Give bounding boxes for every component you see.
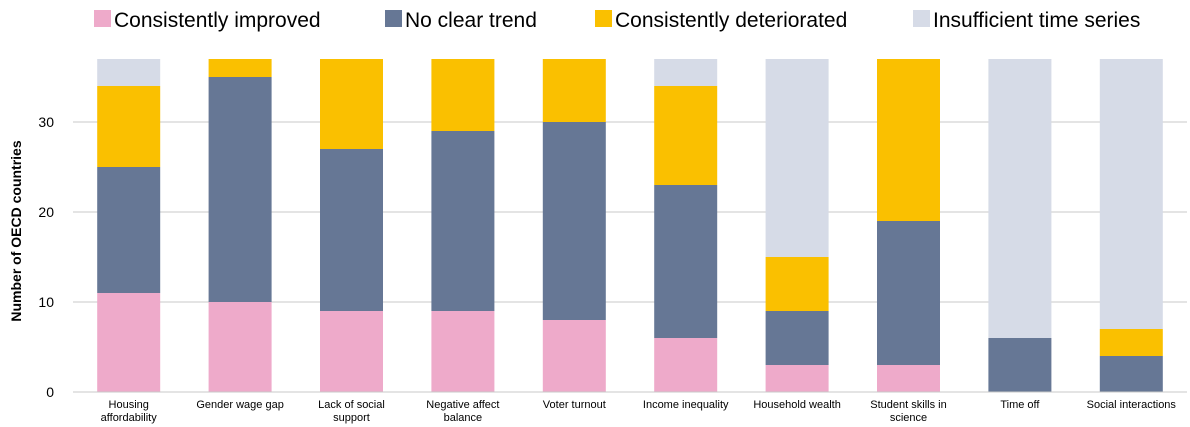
bar-negative-affect-balance-consistently-deteriorated [431,59,495,131]
y-tick-label-0: 0 [46,384,54,400]
legend-item-no-clear-trend: No clear trend [385,9,537,32]
legend-label-no-clear-trend: No clear trend [405,9,537,32]
bar-household-wealth-no-clear-trend [765,311,829,365]
bar-income-inequality-insufficient-time-series [654,59,718,86]
bar-income-inequality-consistently-improved [654,338,718,392]
bar-household-wealth-insufficient-time-series [765,59,829,257]
bar-student-skills-in-science-consistently-improved [877,365,940,392]
bar-lack-of-social-support-no-clear-trend [320,149,383,311]
bar-gender-wage-gap-no-clear-trend [208,77,272,302]
bar-income-inequality-no-clear-trend [654,185,718,338]
y-tick-label-10: 10 [38,294,54,310]
bar-housing-affordability-consistently-deteriorated [97,86,161,167]
legend: Consistently improved No clear trend Consi… [94,9,1140,32]
legend-swatch-no-clear-trend [385,10,402,27]
legend-swatch-consistently-deteriorated [595,10,612,27]
bar-group-student-skills-in-science [877,59,940,392]
bar-student-skills-in-science-no-clear-trend [877,221,940,365]
x-tick-label-income-inequality: Income inequality [643,399,729,411]
bar-group-time-off [988,59,1052,392]
bar-voter-turnout-no-clear-trend [542,122,606,320]
legend-item-insufficient-time-series: Insufficient time series [913,9,1140,32]
bar-housing-affordability-no-clear-trend [97,167,161,293]
legend-swatch-consistently-improved [94,10,111,27]
bar-group-income-inequality [654,59,718,392]
bar-group-household-wealth [765,59,829,392]
bar-group-lack-of-social-support [320,59,383,392]
bar-housing-affordability-insufficient-time-series [97,59,161,86]
bar-social-interactions-insufficient-time-series [1099,59,1163,329]
bar-group-social-interactions [1099,59,1163,392]
bar-lack-of-social-support-consistently-improved [320,311,383,392]
x-tick-label-household-wealth: Household wealth [753,399,840,411]
bar-social-interactions-no-clear-trend [1099,356,1163,392]
x-axis: Housing affordability Gender wage gap Lack … [73,391,1187,424]
y-tick-label-20: 20 [38,204,54,220]
bar-income-inequality-consistently-deteriorated [654,86,718,185]
bar-time-off-insufficient-time-series [988,59,1052,338]
bar-group-housing-affordability [97,59,161,392]
x-tick-label-voter-turnout: Voter turnout [543,399,606,411]
legend-item-consistently-deteriorated: Consistently deteriorated [595,9,847,32]
legend-label-consistently-improved: Consistently improved [114,9,321,32]
bar-negative-affect-balance-consistently-improved [431,311,495,392]
x-tick-label-housing-affordability: Housing affordability [101,399,158,424]
bar-lack-of-social-support-consistently-deteriorated [320,59,383,149]
x-tick-label-student-skills-in-science: Student skills in science [870,399,946,424]
y-axis: 0 10 20 30 [38,114,54,400]
x-tick-label-lack-of-social-support: Lack of social support [318,399,385,424]
legend-label-insufficient-time-series: Insufficient time series [933,9,1140,32]
bar-group-voter-turnout [542,59,606,392]
legend-item-consistently-improved: Consistently improved [94,9,321,32]
bar-household-wealth-consistently-improved [765,365,829,392]
x-tick-label-time-off: Time off [1000,399,1040,411]
bar-voter-turnout-consistently-deteriorated [542,59,606,122]
bar-gender-wage-gap-consistently-improved [208,302,272,392]
bar-voter-turnout-consistently-improved [542,320,606,392]
bar-group-negative-affect-balance [431,59,495,392]
y-tick-label-30: 30 [38,114,54,130]
bar-student-skills-in-science-consistently-deteriorated [877,59,940,221]
x-tick-label-negative-affect-balance: Negative affect balance [426,399,499,424]
legend-swatch-insufficient-time-series [913,10,930,27]
bar-housing-affordability-consistently-improved [97,293,161,392]
y-axis-label: Number of OECD countries [8,140,24,321]
bar-group-gender-wage-gap [208,59,272,392]
bar-time-off-no-clear-trend [988,338,1052,392]
bar-negative-affect-balance-no-clear-trend [431,131,495,311]
bar-household-wealth-consistently-deteriorated [765,257,829,311]
bar-gender-wage-gap-consistently-deteriorated [208,59,272,77]
x-tick-label-social-interactions: Social interactions [1087,399,1177,411]
legend-label-consistently-deteriorated: Consistently deteriorated [615,9,847,32]
bars [97,59,1163,392]
bar-social-interactions-consistently-deteriorated [1099,329,1163,356]
x-tick-label-gender-wage-gap: Gender wage gap [196,399,283,411]
